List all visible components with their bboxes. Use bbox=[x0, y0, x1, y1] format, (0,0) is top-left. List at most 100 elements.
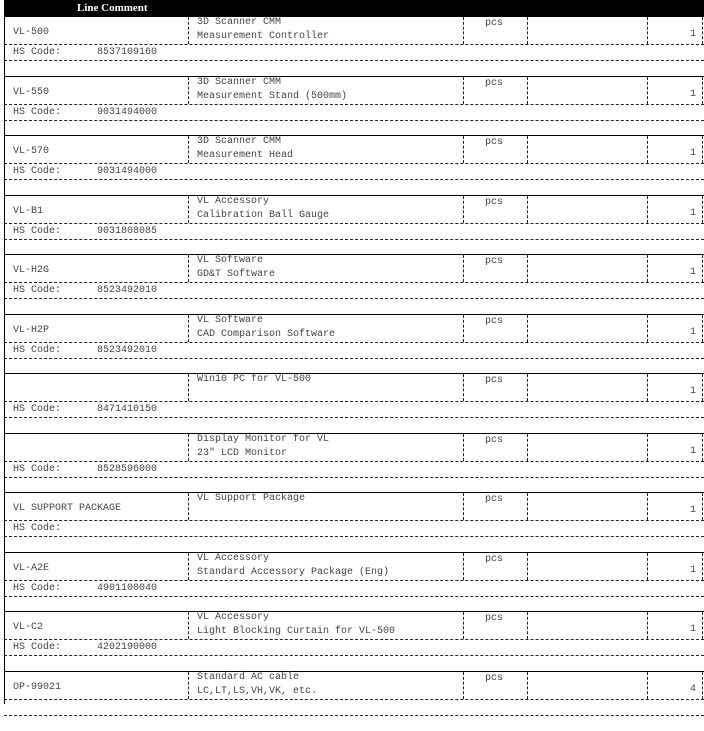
column-divider bbox=[647, 136, 648, 163]
column-divider bbox=[647, 612, 648, 639]
hs-code-label: HS Code: bbox=[13, 344, 62, 356]
line-item: VL-H2P VL Software CAD Comparison Software… bbox=[4, 313, 704, 374]
column-divider bbox=[527, 374, 528, 401]
item-code: VL-H2G bbox=[13, 265, 50, 276]
column-divider bbox=[527, 433, 528, 461]
item-unit: pcs bbox=[485, 553, 504, 565]
item-description-line1: VL Accessory bbox=[197, 195, 270, 207]
item-quantity: 1 bbox=[689, 207, 696, 219]
item-description-line1: VL Software bbox=[197, 314, 264, 326]
item-description-line1: Display Monitor for VL bbox=[197, 433, 330, 445]
row-divider bbox=[4, 611, 704, 612]
column-divider bbox=[188, 612, 189, 639]
line-item: Display Monitor for VL 23" LCD Monitor pcs… bbox=[4, 432, 704, 493]
item-description-line2: Calibration Ball Gauge bbox=[197, 209, 330, 221]
item-description-line2: GD&T Software bbox=[197, 269, 276, 280]
hs-code-value: 8528596000 bbox=[97, 463, 158, 475]
item-description-line1: 3D Scanner CMM bbox=[197, 136, 282, 147]
column-divider bbox=[702, 314, 703, 342]
row-divider-dashed bbox=[4, 44, 704, 45]
hs-code-label: HS Code: bbox=[13, 106, 62, 118]
item-code: VL-500 bbox=[13, 27, 50, 38]
column-divider bbox=[188, 552, 189, 580]
column-divider bbox=[527, 671, 528, 699]
row-divider bbox=[4, 135, 704, 136]
item-code: VL-550 bbox=[13, 86, 50, 98]
row-divider bbox=[4, 373, 704, 374]
column-divider bbox=[702, 374, 703, 401]
row-divider bbox=[4, 432, 704, 434]
row-divider-dashed bbox=[4, 639, 704, 640]
item-description-line2: Measurement Stand (500mm) bbox=[197, 90, 348, 102]
column-divider bbox=[647, 433, 648, 461]
hs-code-label: HS Code: bbox=[13, 582, 62, 594]
row-divider-dashed bbox=[4, 238, 704, 240]
column-divider bbox=[527, 612, 528, 639]
item-quantity: 1 bbox=[689, 445, 696, 457]
column-divider bbox=[463, 195, 464, 223]
row-divider-dashed bbox=[4, 595, 704, 597]
column-divider bbox=[463, 255, 464, 282]
item-quantity: 1 bbox=[689, 148, 696, 159]
hs-code-value: 8537109160 bbox=[97, 47, 158, 58]
line-item: VL SUPPORT PACKAGE VL Support Package pcs 1… bbox=[4, 492, 704, 552]
item-code: VL-B1 bbox=[13, 205, 44, 217]
row-divider-dashed bbox=[4, 698, 704, 700]
hs-code-value: 9031808085 bbox=[97, 225, 158, 237]
row-divider-dashed bbox=[4, 341, 704, 343]
row-divider-dashed bbox=[4, 357, 704, 359]
column-divider bbox=[647, 314, 648, 342]
column-divider bbox=[527, 17, 528, 44]
column-divider bbox=[647, 76, 648, 104]
line-item: VL-500 3D Scanner CMM Measurement Controll… bbox=[4, 16, 704, 76]
column-divider bbox=[527, 76, 528, 104]
item-code: OP-99021 bbox=[13, 681, 62, 693]
column-divider bbox=[702, 17, 703, 44]
hs-code-value: 9031494000 bbox=[97, 106, 158, 118]
column-divider bbox=[463, 17, 464, 44]
column-divider bbox=[463, 433, 464, 461]
column-divider bbox=[647, 374, 648, 401]
column-divider bbox=[463, 76, 464, 104]
column-divider bbox=[527, 136, 528, 163]
column-divider bbox=[527, 195, 528, 223]
column-divider bbox=[188, 433, 189, 461]
item-quantity: 1 bbox=[689, 29, 696, 40]
item-code: VL-H2P bbox=[13, 324, 50, 336]
item-unit: pcs bbox=[485, 672, 504, 684]
column-divider bbox=[463, 314, 464, 342]
row-divider-dashed bbox=[4, 282, 704, 283]
column-divider bbox=[702, 76, 703, 104]
item-unit: pcs bbox=[485, 77, 504, 89]
item-quantity: 4 bbox=[689, 683, 696, 695]
row-divider bbox=[4, 194, 704, 196]
column-divider bbox=[647, 17, 648, 44]
row-divider-dashed bbox=[4, 103, 704, 105]
row-divider bbox=[4, 551, 704, 553]
item-unit: pcs bbox=[485, 196, 504, 208]
row-divider-dashed bbox=[4, 222, 704, 224]
item-description-line2: CAD Comparison Software bbox=[197, 328, 336, 340]
item-quantity: 1 bbox=[689, 326, 696, 338]
column-divider bbox=[527, 552, 528, 580]
row-divider bbox=[4, 75, 704, 77]
item-quantity: 1 bbox=[689, 564, 696, 576]
hs-code-label: HS Code: bbox=[13, 47, 62, 58]
item-quantity: 1 bbox=[689, 88, 696, 100]
row-divider-dashed bbox=[4, 714, 704, 716]
column-divider bbox=[188, 671, 189, 699]
column-divider bbox=[188, 374, 189, 401]
column-divider bbox=[702, 195, 703, 223]
row-divider-dashed bbox=[4, 119, 704, 121]
hs-code-label: HS Code: bbox=[13, 642, 62, 653]
row-divider-dashed bbox=[4, 579, 704, 581]
hs-code-value: 8471410150 bbox=[97, 404, 158, 415]
line-item: VL-B1 VL Accessory Calibration Ball Gauge p… bbox=[4, 194, 704, 255]
column-divider bbox=[647, 493, 648, 520]
row-divider-dashed bbox=[4, 536, 704, 537]
item-quantity: 1 bbox=[689, 267, 696, 278]
column-divider bbox=[702, 671, 703, 699]
line-item: OP-99021 Standard AC cable LC,LT,LS,VH,VK,… bbox=[4, 670, 704, 731]
column-divider bbox=[463, 552, 464, 580]
item-quantity: 1 bbox=[689, 386, 696, 397]
